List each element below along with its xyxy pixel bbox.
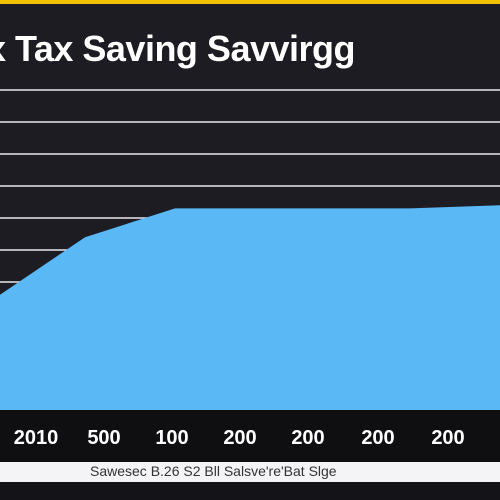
- bottom-strip: [0, 482, 500, 500]
- chart-title: x Tax Saving Savvirgg: [0, 28, 356, 69]
- area-series: [0, 205, 500, 410]
- x-axis: [0, 410, 500, 466]
- x-tick-label: 500: [87, 427, 121, 449]
- top-accent-bar: [0, 0, 500, 4]
- area-series-0: [0, 205, 500, 410]
- x-tick-label: 200: [361, 427, 395, 449]
- x-tick-label: 200: [223, 427, 257, 449]
- x-tick-label: 2010: [13, 427, 59, 449]
- footer-bar: [0, 462, 500, 482]
- x-tick-label: 100: [155, 427, 189, 449]
- x-tick-label: 200: [291, 427, 325, 449]
- x-tick-label: 200: [431, 427, 465, 449]
- footer-label: Sawesec B.26 S2 Bll Salsve're'Bat Slge: [90, 463, 337, 479]
